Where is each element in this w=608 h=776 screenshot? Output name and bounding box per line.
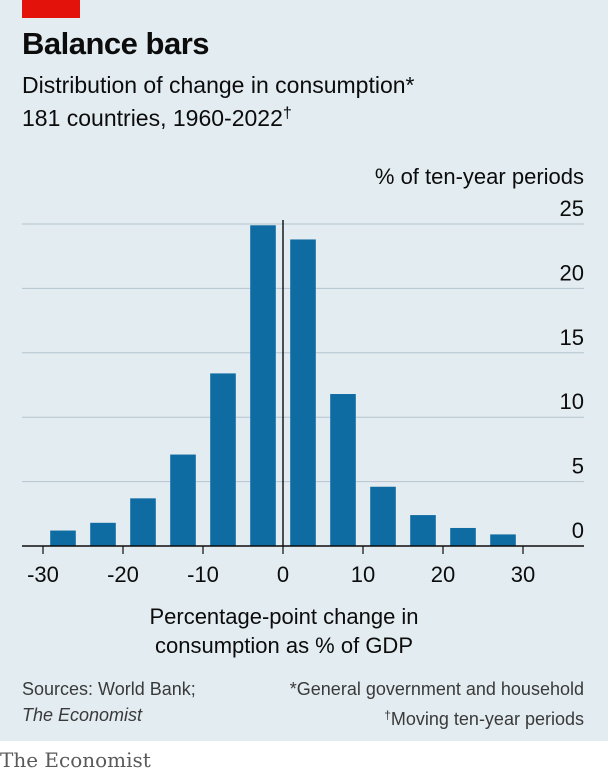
chart-title: Balance bars [22, 26, 210, 61]
chart-subtitle: Distribution of change in consumption* [22, 72, 415, 98]
y-tick-label: 5 [572, 454, 584, 479]
bar [210, 373, 236, 546]
y-axis-label: % of ten-year periods [374, 164, 584, 189]
sources: Sources: World Bank; The Economist [22, 676, 196, 728]
bar [250, 225, 276, 546]
bar [370, 486, 396, 546]
logo-band [0, 741, 608, 776]
x-tick-label: -10 [187, 562, 219, 587]
bar [290, 239, 316, 546]
bar [490, 534, 516, 546]
chart-subtitle-2: 181 countries, 1960-2022† [22, 105, 292, 132]
y-tick-label: 15 [560, 325, 584, 350]
red-tag [22, 0, 80, 18]
y-tick-label: 0 [572, 518, 584, 543]
bar [90, 522, 116, 546]
x-tick-label: -30 [27, 562, 59, 587]
note-2-dagger: † [384, 708, 391, 722]
subtitle-2-dagger: † [282, 105, 292, 122]
subtitle-2-text: 181 countries, 1960-2022 [22, 105, 283, 131]
bar [450, 527, 476, 546]
x-tick-label: -20 [107, 562, 139, 587]
bar [50, 530, 76, 546]
y-tick-label: 20 [560, 260, 584, 285]
economist-logo: The Economist [0, 748, 151, 772]
x-tick-label: 30 [511, 562, 535, 587]
bar-chart: 0 5 10 15 20 25 -30 -20 -10 0 10 20 30 [22, 196, 584, 587]
sources-line-2: The Economist [22, 705, 143, 725]
notes: *General government and household †Movin… [290, 676, 584, 732]
x-tick-label: 0 [277, 562, 289, 587]
sources-line-1: Sources: World Bank; [22, 679, 196, 699]
y-tick-label: 10 [560, 389, 584, 414]
x-tick-label: 20 [431, 562, 455, 587]
x-axis-label-line-2: consumption as % of GDP [154, 633, 413, 658]
bar [330, 394, 356, 546]
bar [170, 454, 196, 546]
bar [410, 515, 436, 546]
y-tick-label: 25 [560, 196, 584, 221]
x-axis-label: Percentage-point change in consumption a… [0, 602, 568, 660]
note-1: *General government and household [289, 679, 584, 699]
note-2-text: Moving ten-year periods [390, 709, 584, 729]
x-tick-label: 10 [351, 562, 375, 587]
bar [130, 498, 156, 546]
note-2: †Moving ten-year periods [290, 702, 584, 732]
x-axis-label-line-1: Percentage-point change in [149, 604, 419, 629]
